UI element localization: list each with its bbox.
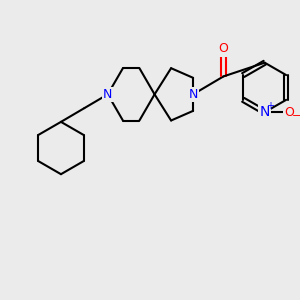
Text: O: O — [284, 106, 294, 119]
Text: N: N — [103, 88, 112, 101]
Text: +: + — [266, 101, 274, 111]
Text: N: N — [260, 105, 270, 119]
Text: N: N — [188, 88, 198, 101]
Text: O: O — [218, 42, 228, 56]
Text: −: − — [292, 111, 300, 121]
